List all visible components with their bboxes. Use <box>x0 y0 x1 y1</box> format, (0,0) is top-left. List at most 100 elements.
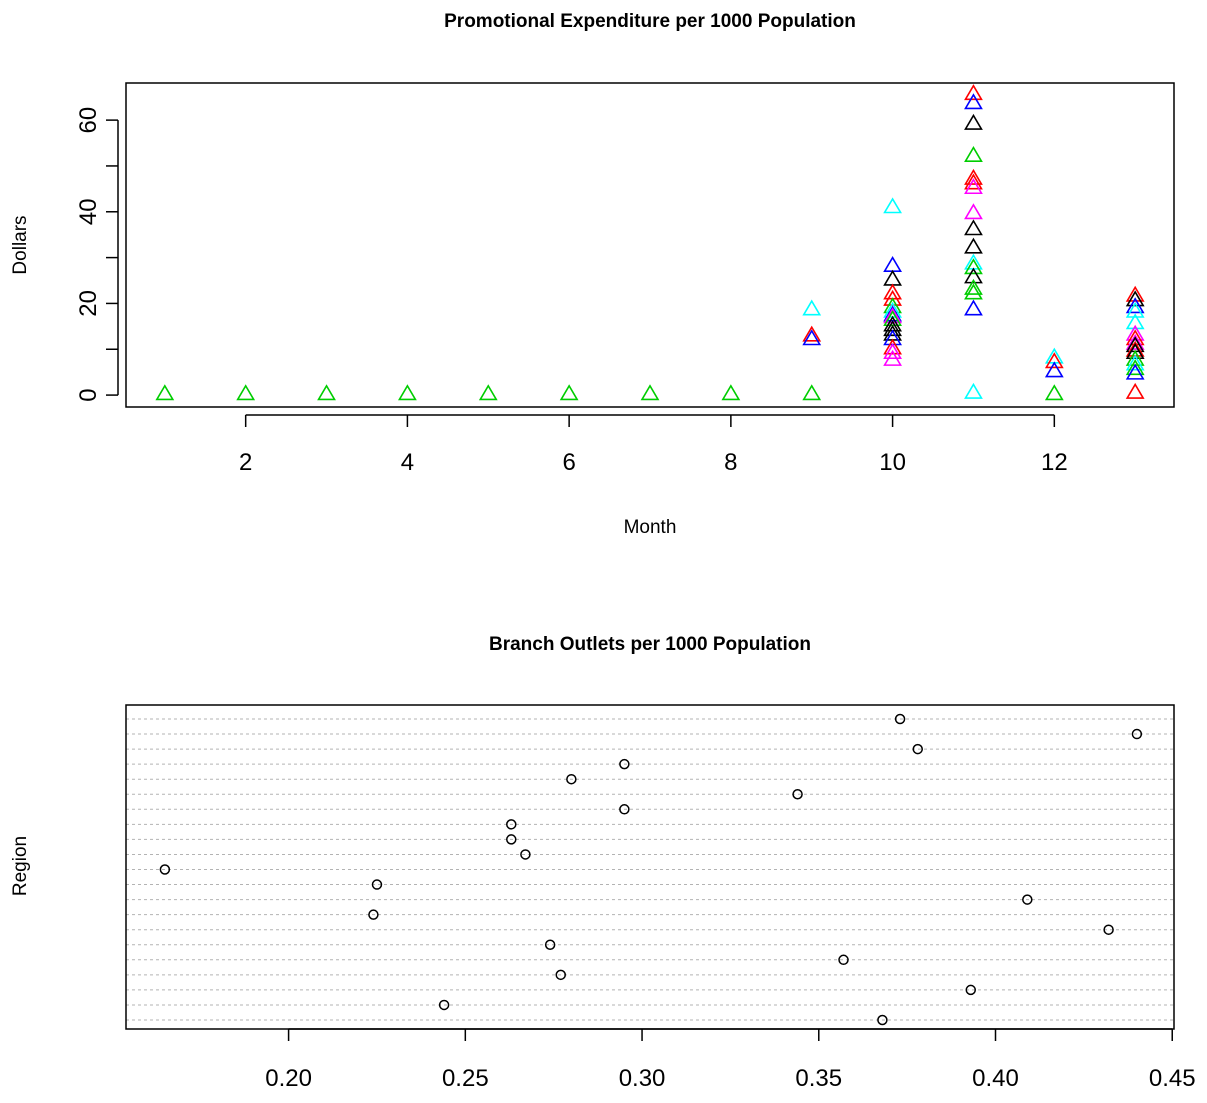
data-point-circle <box>566 773 577 785</box>
data-point-triangle <box>883 255 902 272</box>
data-point-triangle <box>1044 347 1064 364</box>
data-point-triangle <box>1044 384 1064 401</box>
promo-chart-x-axis: 2 4 6 8 10 12 <box>239 414 1068 476</box>
promo-chart-title: Promotional Expenditure per 1000 Populat… <box>444 11 856 32</box>
data-point-triangle <box>883 338 902 355</box>
promo-chart-y-axis: 0 20 40 60 <box>75 107 119 402</box>
data-point-circle <box>912 743 923 755</box>
data-point-triangle <box>964 173 983 190</box>
data-point-triangle <box>964 253 983 270</box>
data-point-triangle <box>964 84 983 101</box>
data-point-triangle <box>1125 301 1145 318</box>
data-point-triangle <box>964 113 983 130</box>
data-point-circle <box>520 849 531 860</box>
data-point-triangle <box>1044 352 1064 369</box>
x-tick-label: 10 <box>879 449 906 476</box>
promo-chart-points <box>155 84 1145 401</box>
promo-chart: Promotional Expenditure per 1000 Populat… <box>10 11 1175 538</box>
x-tick-label: 0.30 <box>619 1065 666 1092</box>
promo-chart-y-label: Dollars <box>10 215 31 274</box>
data-point-triangle <box>1125 359 1145 376</box>
data-point-triangle <box>964 146 983 162</box>
x-tick-label: 0.20 <box>265 1065 312 1092</box>
data-point-triangle <box>964 299 983 316</box>
x-tick-label: 6 <box>562 449 575 476</box>
data-point-triangle <box>964 178 983 195</box>
outlets-chart-title: Branch Outlets per 1000 Population <box>489 634 811 655</box>
x-tick-label: 0.25 <box>442 1065 489 1092</box>
outlets-chart-x-axis: 0.20 0.25 0.30 0.35 0.40 0.45 <box>265 1028 1196 1092</box>
data-point-circle <box>1131 728 1143 740</box>
data-point-triangle <box>640 384 660 401</box>
data-point-triangle <box>1125 297 1145 314</box>
data-point-triangle <box>802 329 822 346</box>
data-point-triangle <box>478 384 498 401</box>
data-point-circle <box>965 984 977 996</box>
data-point-triangle <box>802 325 822 342</box>
data-point-triangle <box>883 349 902 366</box>
data-point-triangle <box>964 283 983 300</box>
data-point-circle <box>619 804 630 815</box>
x-tick-label: 12 <box>1041 449 1068 476</box>
x-tick-label: 0.35 <box>795 1065 842 1092</box>
data-point-triangle <box>883 329 902 346</box>
data-point-triangle <box>883 324 902 341</box>
data-point-circle <box>371 879 383 890</box>
data-point-triangle <box>1125 343 1145 360</box>
data-point-triangle <box>964 219 983 236</box>
data-point-triangle <box>883 289 902 306</box>
data-point-triangle <box>317 384 336 401</box>
data-point-triangle <box>964 203 983 220</box>
data-point-triangle <box>964 237 983 254</box>
data-point-triangle <box>1125 290 1145 307</box>
data-point-triangle <box>883 320 902 337</box>
data-point-triangle <box>883 197 902 214</box>
data-point-triangle <box>559 384 579 401</box>
data-point-triangle <box>236 384 256 401</box>
data-point-triangle <box>964 267 983 284</box>
x-tick-label: 0.45 <box>1149 1065 1196 1092</box>
data-point-triangle <box>1125 313 1145 330</box>
data-point-circle <box>438 999 450 1011</box>
data-point-circle <box>877 1014 888 1026</box>
data-point-triangle <box>964 93 983 110</box>
data-point-triangle <box>883 269 902 286</box>
data-point-circle <box>1022 894 1033 905</box>
data-point-triangle <box>964 382 983 399</box>
data-point-triangle <box>721 384 741 401</box>
outlets-chart: Branch Outlets per 1000 Population 0.20 0… <box>10 634 1196 1092</box>
data-point-triangle <box>802 384 822 401</box>
x-tick-label: 4 <box>401 449 414 476</box>
data-point-triangle <box>1125 382 1145 399</box>
data-point-triangle <box>964 258 983 275</box>
data-point-circle <box>894 713 906 725</box>
data-point-circle <box>159 864 171 875</box>
data-point-circle <box>838 954 849 966</box>
data-point-triangle <box>964 278 983 295</box>
y-tick-label: 60 <box>75 107 102 134</box>
data-point-circle <box>619 758 630 770</box>
data-point-triangle <box>1125 363 1145 380</box>
data-point-circle <box>506 819 517 830</box>
data-point-triangle <box>1125 285 1145 302</box>
x-tick-label: 8 <box>724 449 737 476</box>
data-point-triangle <box>155 384 175 401</box>
outlets-chart-frame <box>125 704 1175 1030</box>
data-point-triangle <box>883 343 902 360</box>
data-point-circle <box>544 939 556 950</box>
y-tick-label: 40 <box>75 198 102 225</box>
data-point-triangle <box>1125 354 1145 371</box>
outlets-chart-grid <box>126 718 1174 1021</box>
x-tick-label: 0.40 <box>972 1065 1019 1092</box>
y-tick-label: 0 <box>75 388 102 401</box>
data-point-triangle <box>1125 324 1145 341</box>
data-point-triangle <box>1125 333 1145 350</box>
data-point-triangle <box>1044 361 1064 378</box>
outlets-chart-points <box>159 713 1143 1026</box>
promo-chart-frame <box>125 82 1175 408</box>
data-point-circle <box>555 969 567 981</box>
data-point-circle <box>368 909 379 920</box>
promo-chart-x-label: Month <box>624 517 677 538</box>
data-point-triangle <box>964 168 983 185</box>
